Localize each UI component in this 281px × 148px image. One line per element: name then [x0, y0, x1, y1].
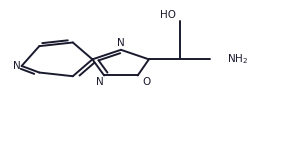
Text: NH$_2$: NH$_2$	[227, 52, 248, 66]
Text: N: N	[13, 61, 21, 71]
Text: O: O	[142, 77, 150, 87]
Text: N: N	[96, 77, 104, 87]
Text: HO: HO	[160, 10, 176, 20]
Text: N: N	[117, 38, 125, 48]
